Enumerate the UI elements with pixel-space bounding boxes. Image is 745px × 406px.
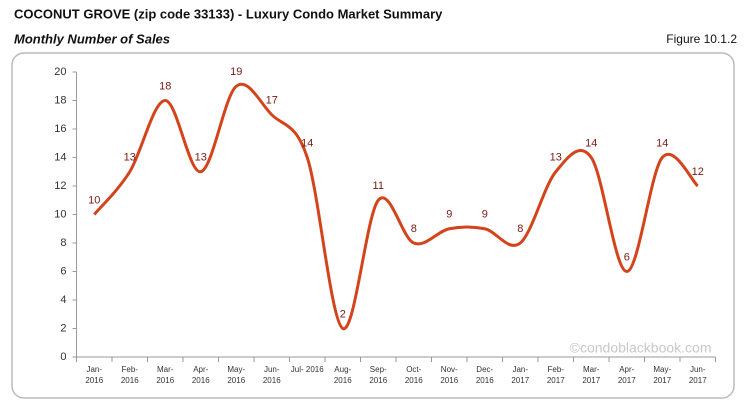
x-tick-label: 2016	[263, 376, 281, 385]
x-tick-label: 2016	[334, 376, 352, 385]
x-tick-label: 2016	[405, 376, 423, 385]
x-tick-label: 2017	[653, 376, 671, 385]
page-title: COCONUT GROVE (zip code 33133) - Luxury …	[14, 6, 443, 21]
sales-line	[93, 82, 699, 331]
x-tick-label: May-	[653, 365, 671, 374]
y-tick-label: 12	[54, 180, 66, 192]
x-tick-label: Jun-	[690, 365, 706, 374]
data-label: 13	[124, 152, 136, 164]
x-tick-label: Apr-	[193, 365, 208, 374]
x-tick-label: Apr-	[619, 365, 634, 374]
x-tick-label: Mar-	[157, 365, 174, 374]
y-tick-label: 6	[60, 265, 66, 277]
data-label: 14	[585, 137, 597, 149]
x-tick-label: 2017	[511, 376, 529, 385]
y-tick-label: 8	[60, 237, 66, 249]
y-tick-label: 10	[54, 208, 66, 220]
x-tick-label: 2016	[440, 376, 458, 385]
data-label: 12	[692, 166, 704, 178]
y-tick-label: 14	[54, 151, 66, 163]
data-label: 19	[230, 66, 242, 78]
data-label: 8	[411, 223, 417, 235]
x-tick-label: Jan-	[512, 365, 528, 374]
x-tick-label: May-	[227, 365, 245, 374]
x-tick-label: 2017	[618, 376, 636, 385]
x-tick-label: 2016	[369, 376, 387, 385]
x-tick-label: 2017	[547, 376, 565, 385]
x-tick-label: 2017	[689, 376, 707, 385]
figure-label: Figure 10.1.2	[666, 32, 737, 46]
x-tick-label: 2016	[85, 376, 103, 385]
x-tick-label: Jan-	[86, 365, 102, 374]
data-label: 17	[266, 95, 278, 107]
data-label: 14	[656, 137, 668, 149]
x-tick-label: 2016	[156, 376, 174, 385]
x-tick-label: Jun-	[264, 365, 280, 374]
y-tick-label: 2	[60, 322, 66, 334]
x-tick-label: Feb-	[122, 365, 139, 374]
x-tick-label: 2016	[476, 376, 494, 385]
y-tick-label: 0	[60, 351, 66, 363]
y-tick-label: 18	[54, 94, 66, 106]
x-tick-label: Dec-	[476, 365, 493, 374]
chart-frame	[11, 52, 735, 399]
data-label: 13	[195, 152, 207, 164]
x-tick-label: Feb-	[548, 365, 565, 374]
x-tick-label: 2016	[192, 376, 210, 385]
x-tick-label: Nov-	[441, 365, 458, 374]
x-tick-label: Jul- 2016	[291, 365, 324, 374]
x-tick-label: 2017	[582, 376, 600, 385]
chart-subtitle: Monthly Number of Sales	[14, 31, 170, 46]
data-label: 6	[624, 251, 630, 263]
x-tick-label: 2016	[227, 376, 245, 385]
data-label: 18	[159, 80, 171, 92]
y-tick-label: 16	[54, 123, 66, 135]
data-label: 2	[340, 308, 346, 320]
data-label: 8	[517, 223, 523, 235]
x-tick-label: Mar-	[583, 365, 600, 374]
watermark: ©condoblackbook.com	[570, 340, 712, 356]
data-label: 9	[482, 209, 488, 221]
x-tick-label: 2016	[121, 376, 139, 385]
data-label: 14	[301, 137, 313, 149]
data-label: 10	[88, 194, 100, 206]
data-label: 11	[373, 180, 384, 192]
x-tick-label: Oct-	[406, 365, 421, 374]
data-label: 9	[446, 209, 452, 221]
y-tick-label: 4	[60, 294, 66, 306]
data-label: 13	[550, 152, 562, 164]
y-tick-label: 20	[54, 66, 66, 78]
x-tick-label: Aug-	[334, 365, 351, 374]
x-tick-label: Sep-	[370, 365, 387, 374]
